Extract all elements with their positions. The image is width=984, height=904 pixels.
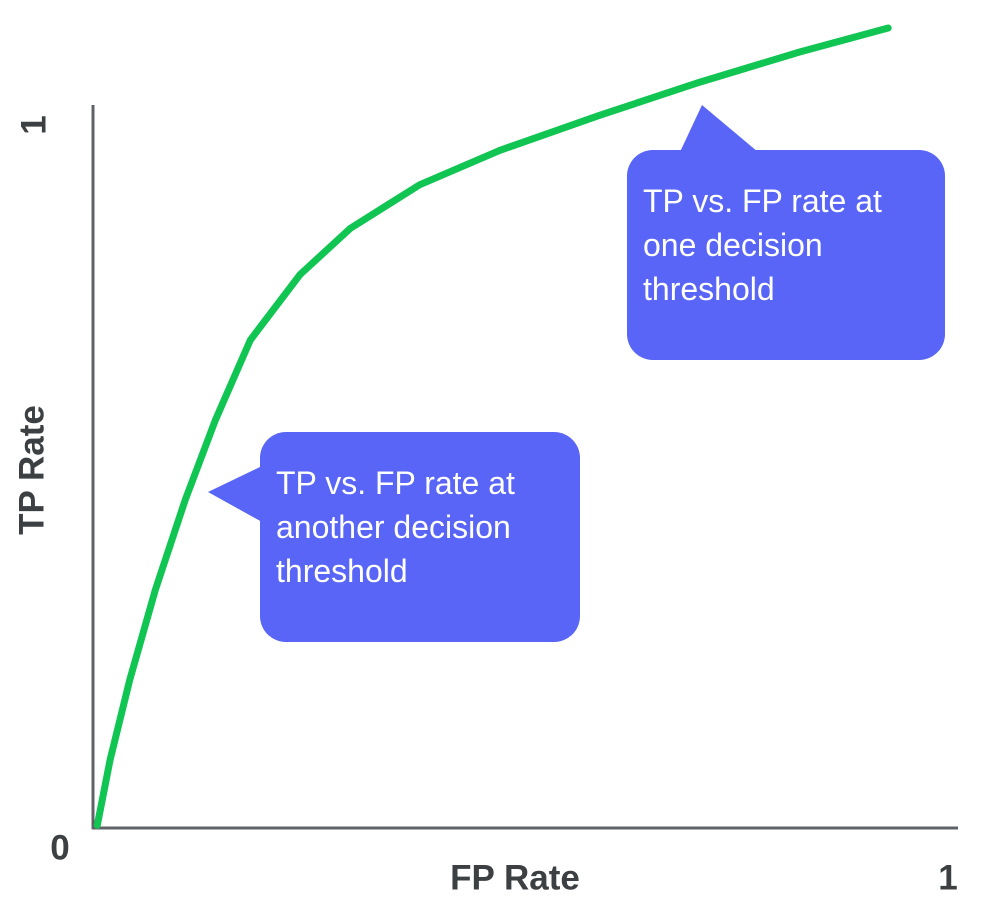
y-axis-label: TP Rate — [12, 405, 51, 535]
callout-line: one decision — [643, 227, 823, 263]
x-axis-label: FP Rate — [450, 858, 580, 897]
callout-line: threshold — [276, 553, 408, 589]
x-tick-label: 1 — [938, 858, 957, 897]
callout-pointer — [680, 105, 758, 152]
callout-pointer — [208, 466, 262, 522]
y-tick-label: 0 — [50, 828, 69, 867]
callout-line: another decision — [276, 509, 511, 545]
roc-curve — [93, 24, 892, 829]
callout-text: TP vs. FP rate at another decision thresho… — [276, 461, 515, 593]
callout-line: TP vs. FP rate at — [643, 183, 882, 219]
callout-line: threshold — [643, 271, 775, 307]
y-tick-label: 1 — [14, 115, 53, 134]
callout-text: TP vs. FP rate at one decision threshold — [643, 179, 882, 311]
callout-box — [627, 150, 945, 360]
callout-box — [260, 432, 580, 642]
callout-line: TP vs. FP rate at — [276, 465, 515, 501]
